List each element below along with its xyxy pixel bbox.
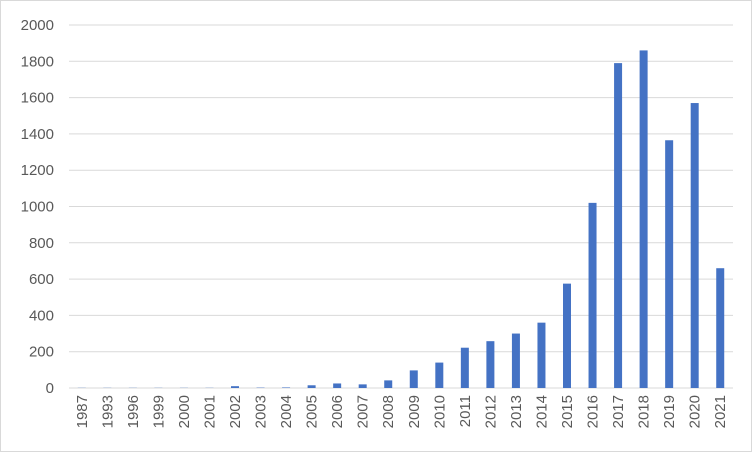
bar-2021 [716, 268, 725, 388]
gridlines [69, 24, 733, 389]
x-tick-label: 2002 [227, 395, 244, 428]
bar-2016 [588, 202, 597, 388]
bar-2006 [333, 383, 342, 388]
x-tick-label: 2021 [712, 395, 729, 428]
bar-2004 [282, 387, 291, 388]
x-tick-label: 2006 [329, 395, 346, 428]
bar-2017 [614, 63, 623, 389]
y-tick-label: 1200 [21, 162, 54, 179]
x-tick-label: 1996 [125, 395, 142, 428]
y-tick-label: 600 [29, 271, 54, 288]
x-tick-label: 2011 [457, 395, 474, 427]
x-tick-label: 2005 [304, 395, 321, 428]
bar-2008 [384, 380, 393, 388]
x-tick-label: 2008 [380, 395, 397, 428]
x-tick-label: 2017 [610, 395, 627, 428]
x-tick-label: 2012 [482, 395, 499, 428]
y-axis-ticks: 0 200 400 600 800 1000 1200 1400 1600 1800 2000 [21, 17, 54, 397]
x-tick-label: 1993 [99, 395, 116, 428]
x-tick-label: 1999 [150, 395, 167, 428]
y-tick-label: 0 [46, 380, 54, 397]
x-tick-label: 2001 [201, 395, 218, 428]
x-tick-label: 2000 [176, 395, 193, 428]
x-tick-label: 2018 [636, 395, 653, 428]
x-tick-label: 2007 [355, 395, 372, 428]
x-tick-label: 2019 [661, 395, 678, 428]
y-tick-label: 400 [29, 307, 54, 324]
bar-2020 [690, 103, 699, 389]
x-axis-ticks: 1987 1993 1996 1999 2000 2001 2002 2003 2004 2005… [74, 395, 729, 428]
y-tick-label: 800 [29, 235, 54, 252]
x-tick-label: 2020 [687, 395, 704, 428]
bar-2019 [665, 140, 674, 388]
bars [77, 50, 725, 389]
x-tick-label: 2014 [533, 395, 550, 428]
y-tick-label: 1000 [21, 199, 54, 216]
bar-2012 [486, 341, 495, 388]
bar-2002 [231, 386, 239, 388]
bar-2010 [435, 362, 444, 388]
bar-2013 [511, 333, 520, 388]
bar-2015 [563, 283, 571, 388]
x-tick-label: 2009 [406, 395, 423, 428]
x-tick-label: 2004 [278, 395, 295, 428]
x-tick-label: 2003 [253, 395, 270, 428]
x-tick-label: 2015 [559, 395, 576, 428]
bar-2009 [409, 370, 418, 388]
y-tick-label: 1400 [21, 126, 54, 143]
x-tick-label: 2013 [508, 395, 525, 428]
bar-2018 [639, 50, 648, 388]
y-tick-label: 1600 [21, 90, 54, 107]
x-tick-label: 2010 [431, 395, 448, 428]
y-tick-label: 200 [29, 344, 54, 361]
bar-2011 [460, 347, 469, 388]
x-tick-label: 1987 [74, 395, 91, 428]
x-tick-label: 2016 [585, 395, 602, 428]
y-tick-label: 1800 [21, 53, 54, 70]
bar-2005 [307, 385, 316, 388]
bar-2007 [358, 384, 367, 388]
bar-2014 [537, 322, 546, 388]
y-tick-label: 2000 [21, 17, 54, 34]
